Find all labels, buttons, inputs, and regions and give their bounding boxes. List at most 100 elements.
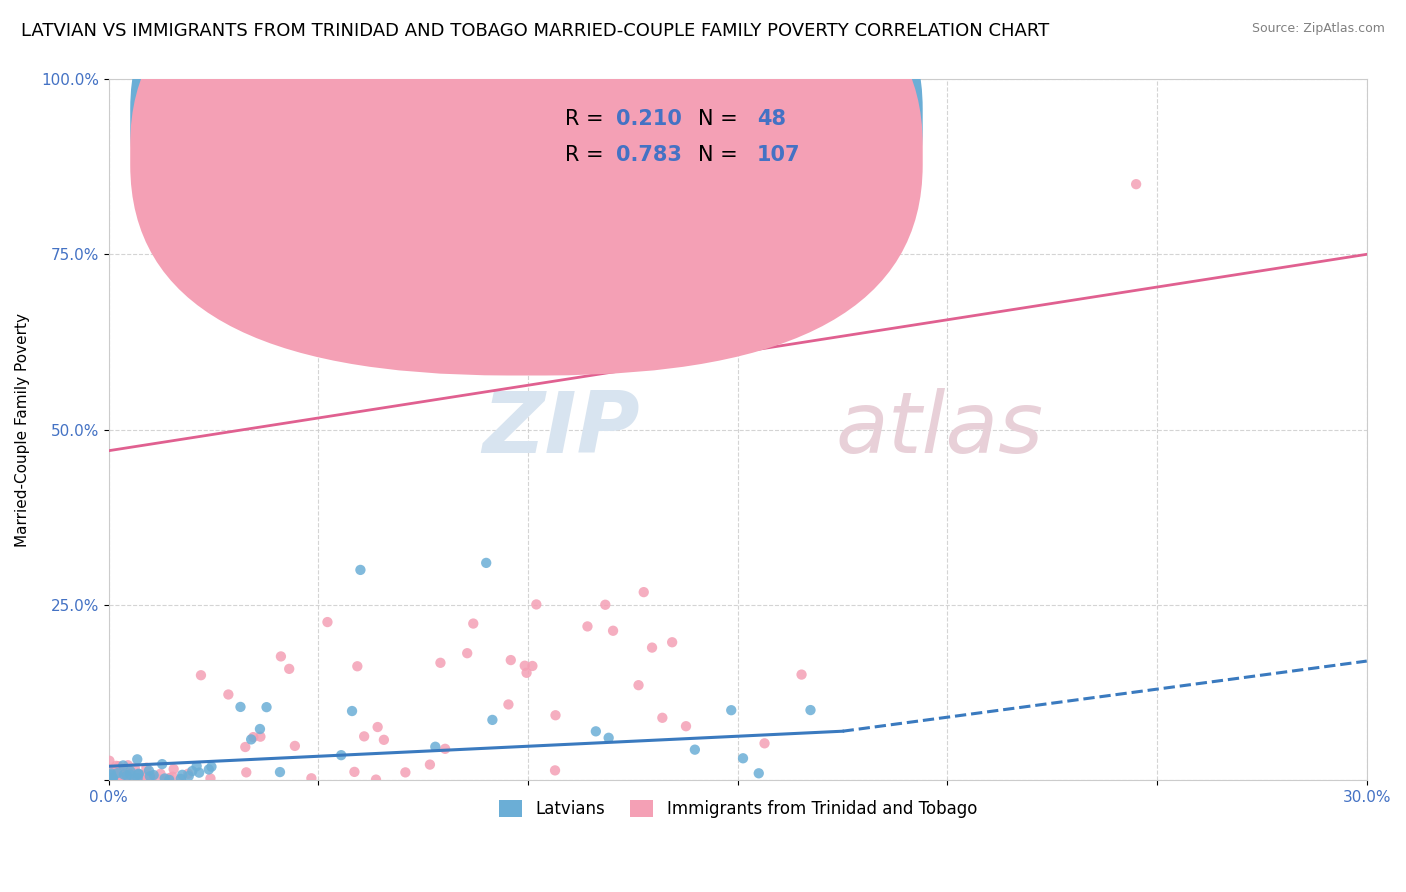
Point [188,765,211,780]
Point [316,615,339,629]
Point [163,762,186,776]
Point [118,768,141,782]
Point [131,769,153,783]
Point [114,772,136,787]
Point [1125,177,1147,191]
Point [270,649,292,664]
Point [269,765,291,780]
Point [103,771,125,785]
Point [249,730,271,744]
Point [149,766,172,780]
Point [330,748,353,763]
Point [101,772,124,787]
Point [107,759,129,773]
Point [127,767,149,781]
Point [127,767,149,781]
Point [675,719,697,733]
Point [132,772,155,786]
Point [170,772,193,786]
Point [524,598,547,612]
Point [186,759,208,773]
Point [235,765,257,780]
Point [177,769,200,783]
Point [105,759,128,773]
Point [651,711,673,725]
Point [456,646,478,660]
Point [419,757,441,772]
FancyBboxPatch shape [131,0,922,340]
Point [217,688,239,702]
Point [463,616,485,631]
Point [233,739,256,754]
Text: ZIP: ZIP [482,388,640,471]
Point [340,704,363,718]
Point [107,766,129,780]
Point [125,770,148,784]
Point [598,731,620,745]
Point [284,739,307,753]
Point [172,768,194,782]
Point [754,736,776,750]
Point [111,764,134,778]
Point [103,768,125,782]
Point [100,768,122,782]
Point [661,635,683,649]
Point [127,768,149,782]
Point [118,767,141,781]
Point [118,766,141,780]
Point [104,770,127,784]
Point [627,678,650,692]
Point [367,720,389,734]
Point [585,724,607,739]
Point [117,758,139,772]
Point [197,763,219,777]
Text: N =: N = [697,145,744,165]
Point [278,662,301,676]
Point [799,703,821,717]
Point [128,766,150,780]
Point [155,772,177,787]
Text: 107: 107 [756,145,800,165]
Point [115,764,138,778]
Point [118,770,141,784]
Point [731,751,754,765]
Point [105,772,128,787]
Point [112,767,135,781]
Point [107,771,129,785]
Point [105,773,128,788]
Point [127,752,149,766]
Point [115,764,138,778]
Text: 0.783: 0.783 [616,145,682,165]
Point [129,770,152,784]
Point [240,732,263,747]
Point [346,659,368,673]
Point [429,656,451,670]
Point [544,764,567,778]
Point [108,773,131,788]
Point [142,768,165,782]
Point [170,772,193,787]
Legend: Latvians, Immigrants from Trinidad and Tobago: Latvians, Immigrants from Trinidad and T… [492,793,984,824]
Text: 48: 48 [756,109,786,129]
Text: Source: ZipAtlas.com: Source: ZipAtlas.com [1251,22,1385,36]
Point [299,772,322,786]
Point [127,772,149,786]
Point [790,667,813,681]
Point [104,770,127,784]
Point [114,772,136,787]
Point [132,769,155,783]
Point [481,713,503,727]
Point [120,764,142,779]
Point [425,739,447,754]
Point [373,732,395,747]
Point [157,772,180,787]
Point [98,754,121,768]
Point [105,767,128,781]
Point [138,764,160,778]
Point [343,764,366,779]
Point [111,772,134,786]
Text: LATVIAN VS IMMIGRANTS FROM TRINIDAD AND TOBAGO MARRIED-COUPLE FAMILY POVERTY COR: LATVIAN VS IMMIGRANTS FROM TRINIDAD AND … [21,22,1049,40]
Point [122,770,145,784]
Point [200,772,222,786]
Point [114,772,136,787]
